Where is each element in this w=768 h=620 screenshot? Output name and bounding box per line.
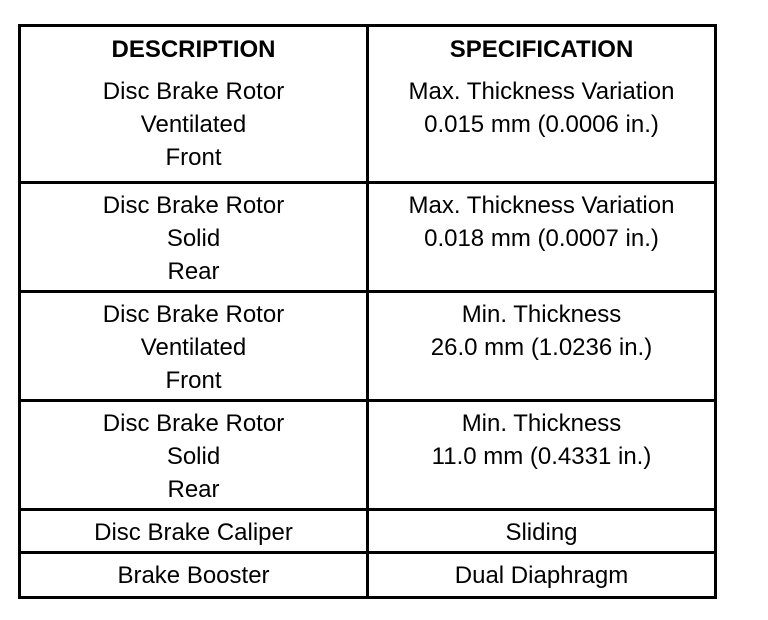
description-line: Rear xyxy=(167,476,220,503)
table-header-row: DESCRIPTION SPECIFICATION xyxy=(21,27,714,70)
table-row: Disc Brake Rotor Solid Rear Min. Thickness 1… xyxy=(21,399,714,508)
table-row: Disc Brake Rotor Solid Rear Max. Thickness … xyxy=(21,181,714,290)
header-description: DESCRIPTION xyxy=(21,27,369,70)
description-line: Solid xyxy=(166,225,221,252)
description-line: Front xyxy=(165,144,222,171)
description-line: Brake Booster xyxy=(117,562,270,589)
specification-line: Min. Thickness xyxy=(461,301,622,328)
description-line: Disc Brake Caliper xyxy=(94,519,293,546)
description-line: Front xyxy=(165,367,222,394)
description-cell: Disc Brake Rotor Ventilated Front xyxy=(21,70,369,181)
description-cell: Disc Brake Rotor Solid Rear xyxy=(21,402,369,508)
description-line: Solid xyxy=(166,443,221,470)
specification-cell: Sliding xyxy=(369,511,714,551)
header-specification: SPECIFICATION xyxy=(449,36,634,63)
table-row: Disc Brake Rotor Ventilated Front Max. Thic… xyxy=(21,70,714,181)
specification-cell: Min. Thickness 26.0 mm (1.0236 in.) xyxy=(369,293,714,399)
description-cell: Brake Booster xyxy=(21,554,369,596)
specification-line: 26.0 mm (1.0236 in.) xyxy=(430,334,653,361)
specification-cell: Dual Diaphragm xyxy=(369,554,714,596)
table-row: Disc Brake Rotor Ventilated Front Min. Thic… xyxy=(21,290,714,399)
description-line: Disc Brake Rotor xyxy=(102,78,285,105)
description-cell: Disc Brake Rotor Ventilated Front xyxy=(21,293,369,399)
description-line: Disc Brake Rotor xyxy=(102,301,285,328)
specification-line: Max. Thickness Variation xyxy=(408,78,675,105)
specification-cell: Min. Thickness 11.0 mm (0.4331 in.) xyxy=(369,402,714,508)
specification-line: 11.0 mm (0.4331 in.) xyxy=(431,443,652,470)
specification-line: Dual Diaphragm xyxy=(454,562,629,589)
specification-line: 0.018 mm (0.0007 in.) xyxy=(424,225,659,252)
spec-table: DESCRIPTION SPECIFICATION Disc Brake Rot… xyxy=(18,24,717,599)
table-row: Brake Booster Dual Diaphragm xyxy=(21,551,714,596)
table-row: Disc Brake Caliper Sliding xyxy=(21,508,714,551)
specification-line: Sliding xyxy=(505,519,578,546)
description-line: Rear xyxy=(167,258,220,285)
description-line: Disc Brake Rotor xyxy=(102,192,285,219)
specification-cell: Max. Thickness Variation 0.018 mm (0.0007… xyxy=(369,184,714,290)
specification-line: Max. Thickness Variation xyxy=(408,192,675,219)
description-cell: Disc Brake Rotor Solid Rear xyxy=(21,184,369,290)
specification-cell: Max. Thickness Variation 0.015 mm (0.0006… xyxy=(369,70,714,181)
description-line: Ventilated xyxy=(140,111,247,138)
description-line: Ventilated xyxy=(140,334,247,361)
description-cell: Disc Brake Caliper xyxy=(21,511,369,551)
specification-line: 0.015 mm (0.0006 in.) xyxy=(424,111,659,138)
specification-line: Min. Thickness xyxy=(461,410,622,437)
description-line: Disc Brake Rotor xyxy=(102,410,285,437)
